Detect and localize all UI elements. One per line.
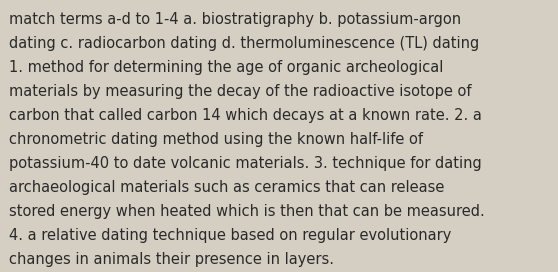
Text: 4. a relative dating technique based on regular evolutionary: 4. a relative dating technique based on … <box>9 228 452 243</box>
Text: carbon that called carbon 14 which decays at a known rate. 2. a: carbon that called carbon 14 which decay… <box>9 108 482 123</box>
Text: materials by measuring the decay of the radioactive isotope of: materials by measuring the decay of the … <box>9 84 472 99</box>
Text: changes in animals their presence in layers.: changes in animals their presence in lay… <box>9 252 334 267</box>
Text: match terms a-d to 1-4 a. biostratigraphy b. potassium-argon: match terms a-d to 1-4 a. biostratigraph… <box>9 12 461 27</box>
Text: chronometric dating method using the known half-life of: chronometric dating method using the kno… <box>9 132 424 147</box>
Text: dating c. radiocarbon dating d. thermoluminescence (TL) dating: dating c. radiocarbon dating d. thermolu… <box>9 36 480 51</box>
Text: archaeological materials such as ceramics that can release: archaeological materials such as ceramic… <box>9 180 445 195</box>
Text: stored energy when heated which is then that can be measured.: stored energy when heated which is then … <box>9 204 485 219</box>
Text: 1. method for determining the age of organic archeological: 1. method for determining the age of org… <box>9 60 444 75</box>
Text: potassium-40 to date volcanic materials. 3. technique for dating: potassium-40 to date volcanic materials.… <box>9 156 482 171</box>
